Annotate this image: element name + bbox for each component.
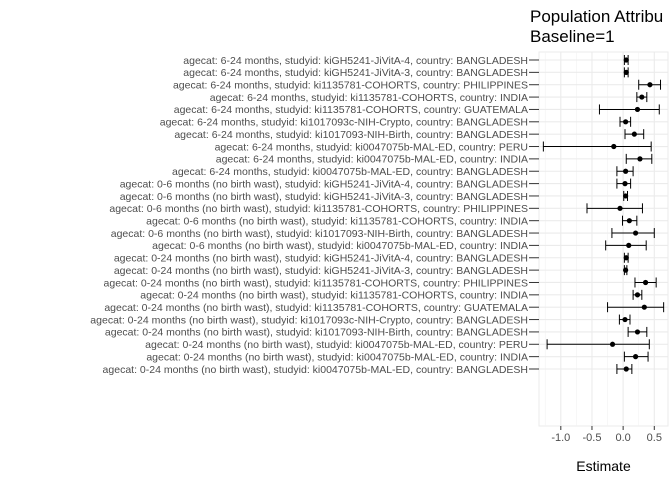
x-axis-ticks: -1.0 -0.5 0.0 0.5 [551, 426, 662, 444]
y-axis-label: agecat: 0-24 months (no birth wast), stu… [105, 327, 528, 339]
estimate-point [622, 181, 628, 187]
estimate-point [623, 366, 629, 372]
estimate-point [632, 354, 639, 360]
estimate-point [639, 94, 645, 100]
estimate-point [617, 205, 623, 211]
estimate-point [642, 279, 649, 286]
y-axis-label: agecat: 6-24 months, studyid: ki1135781-… [173, 80, 528, 92]
y-axis-label: agecat: 0-24 months (no birth wast), stu… [140, 290, 528, 302]
y-axis-label: agecat: 6-24 months, studyid: kiGH5241-J… [183, 55, 528, 67]
estimate-point [637, 156, 643, 162]
x-axis-label: Estimate [576, 458, 631, 474]
y-axis-labels: agecat: 6-24 months, studyid: kiGH5241-J… [90, 55, 539, 376]
estimate-point [647, 82, 653, 88]
y-axis-label: agecat: 0-24 months (no birth wast), stu… [90, 314, 528, 326]
y-axis-label: agecat: 0-6 months (no birth wast), stud… [120, 191, 528, 203]
y-axis-label: agecat: 0-24 months (no birth wast), stu… [146, 351, 528, 363]
y-axis-label: agecat: 0-24 months (no birth wast), stu… [104, 302, 528, 314]
estimate-point [641, 304, 647, 310]
x-tick-label: 0.5 [647, 432, 662, 444]
estimate-point [634, 329, 641, 335]
y-axis-label: agecat: 6-24 months, studyid: ki1017093c… [160, 117, 528, 129]
estimate-point [609, 341, 616, 347]
estimate-marks [542, 55, 665, 374]
x-tick-label: -0.5 [582, 432, 601, 444]
chart-title-line-1: Population Attribu [530, 7, 663, 26]
estimate-point [611, 143, 617, 150]
estimate-point [623, 267, 629, 273]
y-axis-label: agecat: 0-6 months (no birth wast), stud… [152, 240, 528, 252]
y-axis-label: agecat: 0-6 months (no birth wast), stud… [146, 215, 528, 227]
y-axis-label: agecat: 6-24 months, studyid: ki0047075b… [216, 154, 528, 166]
y-axis-label: agecat: 0-6 months (no birth wast), stud… [111, 228, 528, 240]
chart-title-line-2: Baseline=1 [530, 27, 615, 46]
estimate-point [622, 316, 628, 323]
estimate-point [623, 119, 629, 125]
y-axis-label: agecat: 0-24 months (no birth wast), stu… [103, 364, 528, 376]
estimate-point [626, 218, 632, 224]
estimate-point [632, 230, 639, 236]
y-axis-label: agecat: 6-24 months, studyid: ki1017093-… [174, 129, 528, 141]
estimate-point [631, 131, 637, 137]
y-axis-label: agecat: 0-24 months (no birth wast), stu… [104, 277, 528, 289]
estimate-point [623, 168, 629, 174]
estimate-point [623, 57, 629, 63]
y-axis-label: agecat: 0-24 months (no birth wast), stu… [114, 265, 528, 277]
estimate-point [623, 193, 629, 199]
y-axis-label: agecat: 0-6 months (no birth wast), stud… [109, 203, 528, 215]
estimate-point [634, 292, 641, 298]
y-axis-label: agecat: 6-24 months, studyid: ki1135781-… [174, 104, 528, 116]
y-axis-label: agecat: 6-24 months, studyid: ki1135781-… [210, 92, 528, 104]
y-axis-label: agecat: 6-24 months, studyid: kiGH5241-J… [183, 67, 528, 79]
plot-panel [538, 51, 669, 427]
x-tick-label: 0.0 [615, 432, 630, 444]
estimate-point [634, 106, 641, 113]
y-axis-label: agecat: 0-24 months (no birth wast), stu… [114, 253, 528, 265]
y-axis-label: agecat: 6-24 months, studyid: ki0047075b… [215, 141, 528, 153]
y-axis-label: agecat: 0-6 months (no birth wast), stud… [120, 178, 528, 190]
estimate-point [623, 255, 629, 261]
estimate-point [626, 242, 632, 248]
estimate-point [623, 69, 629, 75]
y-axis-label: agecat: 0-24 months (no birth wast), stu… [145, 339, 528, 351]
x-tick-label: -1.0 [551, 432, 570, 444]
y-axis-label: agecat: 6-24 months, studyid: ki0047075b… [172, 166, 528, 178]
